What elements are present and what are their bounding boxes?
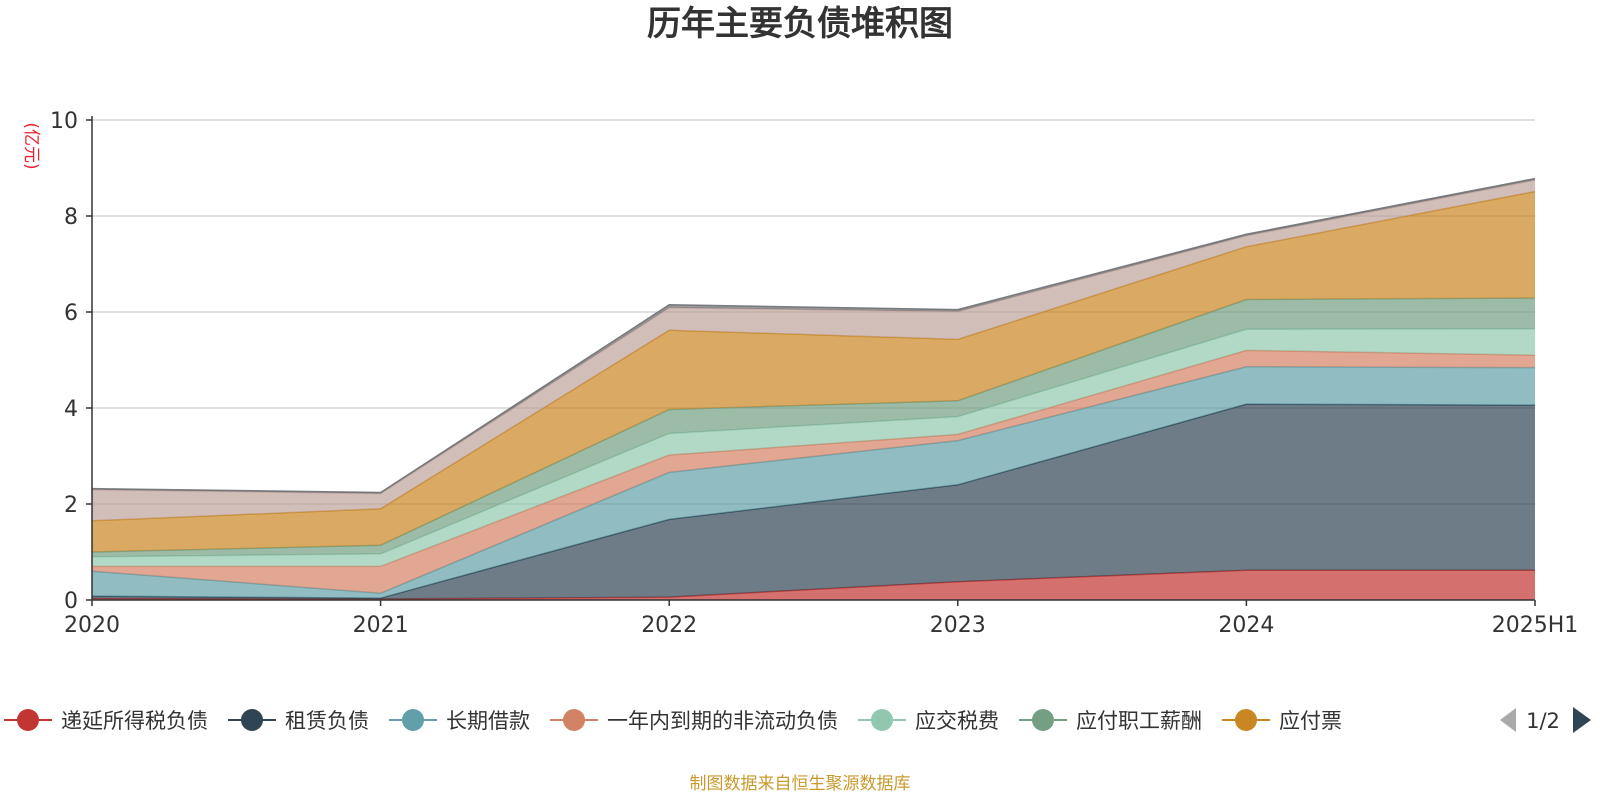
legend-label: 应付票 [1279, 709, 1342, 733]
legend-prev-icon[interactable] [1500, 708, 1516, 732]
area-series-6 [92, 191, 1535, 552]
x-tick-label: 2020 [64, 613, 120, 638]
legend-item[interactable]: 应交税费 [858, 709, 999, 733]
legend-label: 长期借款 [446, 709, 530, 733]
y-tick-label: 8 [64, 205, 78, 230]
legend-label: 租赁负债 [285, 709, 369, 733]
legend-item[interactable]: 租赁负债 [228, 709, 369, 733]
area-series-3 [92, 350, 1535, 594]
legend-pager: 1/2 [1500, 707, 1591, 733]
legend-page-indicator: 1/2 [1526, 709, 1560, 733]
x-tick-label: 2022 [641, 613, 697, 638]
y-tick-label: 0 [64, 589, 78, 614]
x-tick-label: 2024 [1218, 613, 1274, 638]
legend-circle-icon [17, 709, 39, 731]
y-tick-label: 6 [64, 301, 78, 326]
stacked-areas [91, 177, 1536, 600]
legend-next-icon[interactable] [1573, 707, 1591, 733]
legend-label: 递延所得税负债 [61, 709, 208, 733]
legend-circle-icon [1032, 709, 1054, 731]
legend-item[interactable]: 应付职工薪酬 [1019, 709, 1202, 733]
area-series-7 [92, 180, 1535, 521]
legend-circle-icon [241, 709, 263, 731]
legend: 递延所得税负债 租赁负债 长期借款 一年内到期的非流动负债 应交税费 应付职工薪酬 应付票 [4, 709, 1342, 733]
y-tick-label: 2 [64, 493, 78, 518]
y-tick-label: 4 [64, 397, 78, 422]
legend-label: 应付职工薪酬 [1076, 709, 1202, 733]
chart-title: 历年主要负债堆积图 [647, 4, 953, 44]
legend-circle-icon [871, 709, 893, 731]
legend-item[interactable]: 应付票 [1222, 709, 1342, 733]
axes: 0 2 4 6 8 10 2020 2021 2022 2023 2024 2025H1 [50, 109, 1578, 638]
legend-circle-icon [1235, 709, 1257, 731]
area-series-0 [92, 570, 1535, 600]
legend-item[interactable]: 长期借款 [389, 709, 530, 733]
legend-label: 应交税费 [915, 709, 999, 733]
area-series-line-8 [91, 177, 1536, 494]
y-axis-unit-label: (亿元) [21, 122, 41, 169]
data-source-note: 制图数据来自恒生聚源数据库 [690, 774, 911, 794]
x-tick-label: 2025H1 [1492, 613, 1579, 638]
legend-label: 一年内到期的非流动负债 [607, 709, 838, 733]
area-series-4 [92, 328, 1535, 567]
legend-item[interactable]: 递延所得税负债 [4, 709, 208, 733]
legend-circle-icon [563, 709, 585, 731]
legend-item[interactable]: 一年内到期的非流动负债 [550, 709, 838, 733]
area-series-5 [92, 298, 1535, 557]
legend-circle-icon [402, 709, 424, 731]
y-tick-label: 10 [50, 109, 78, 134]
area-series-2 [92, 366, 1535, 599]
x-tick-label: 2023 [930, 613, 986, 638]
area-series-1 [92, 404, 1535, 600]
x-tick-label: 2021 [353, 613, 409, 638]
